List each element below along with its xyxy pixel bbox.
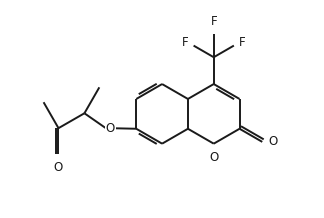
Text: F: F: [182, 36, 189, 49]
Text: O: O: [268, 135, 277, 148]
Text: F: F: [239, 36, 245, 49]
Text: O: O: [54, 161, 63, 174]
Text: O: O: [209, 151, 218, 164]
Text: F: F: [210, 15, 217, 29]
Text: O: O: [106, 122, 115, 135]
